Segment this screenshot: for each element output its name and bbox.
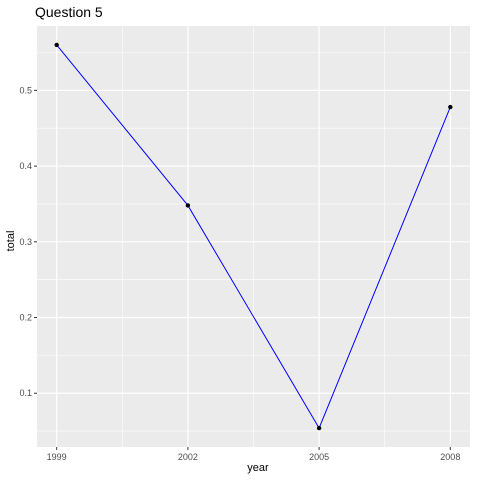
- data-point: [448, 104, 453, 110]
- x-axis-label: year: [247, 462, 269, 474]
- x-tick-label: 1999: [47, 452, 67, 462]
- y-tick-label: 0.1: [19, 388, 32, 398]
- y-tick-label: 0.5: [19, 85, 32, 95]
- data-point: [316, 425, 322, 431]
- chart-title: Question 5: [35, 4, 103, 20]
- grid-major: [37, 26, 470, 447]
- x-tick-label: 2002: [178, 452, 198, 462]
- x-tick-label: 2005: [309, 452, 329, 462]
- y-tick-label: 0.3: [19, 237, 32, 247]
- data-point: [54, 42, 59, 48]
- y-tick-label: 0.4: [19, 161, 32, 171]
- y-axis: 0.1 0.2 0.3 0.4 0.5: [19, 85, 37, 398]
- grid-minor: [37, 26, 470, 447]
- y-axis-label: total: [5, 231, 17, 252]
- x-axis: 1999 2002 2005 2008: [47, 447, 460, 462]
- x-tick-label: 2008: [440, 452, 460, 462]
- points-layer: [54, 42, 453, 431]
- y-tick-label: 0.2: [19, 313, 32, 323]
- data-point: [185, 203, 191, 208]
- series-line: [56, 44, 451, 430]
- series-layer: [56, 44, 451, 430]
